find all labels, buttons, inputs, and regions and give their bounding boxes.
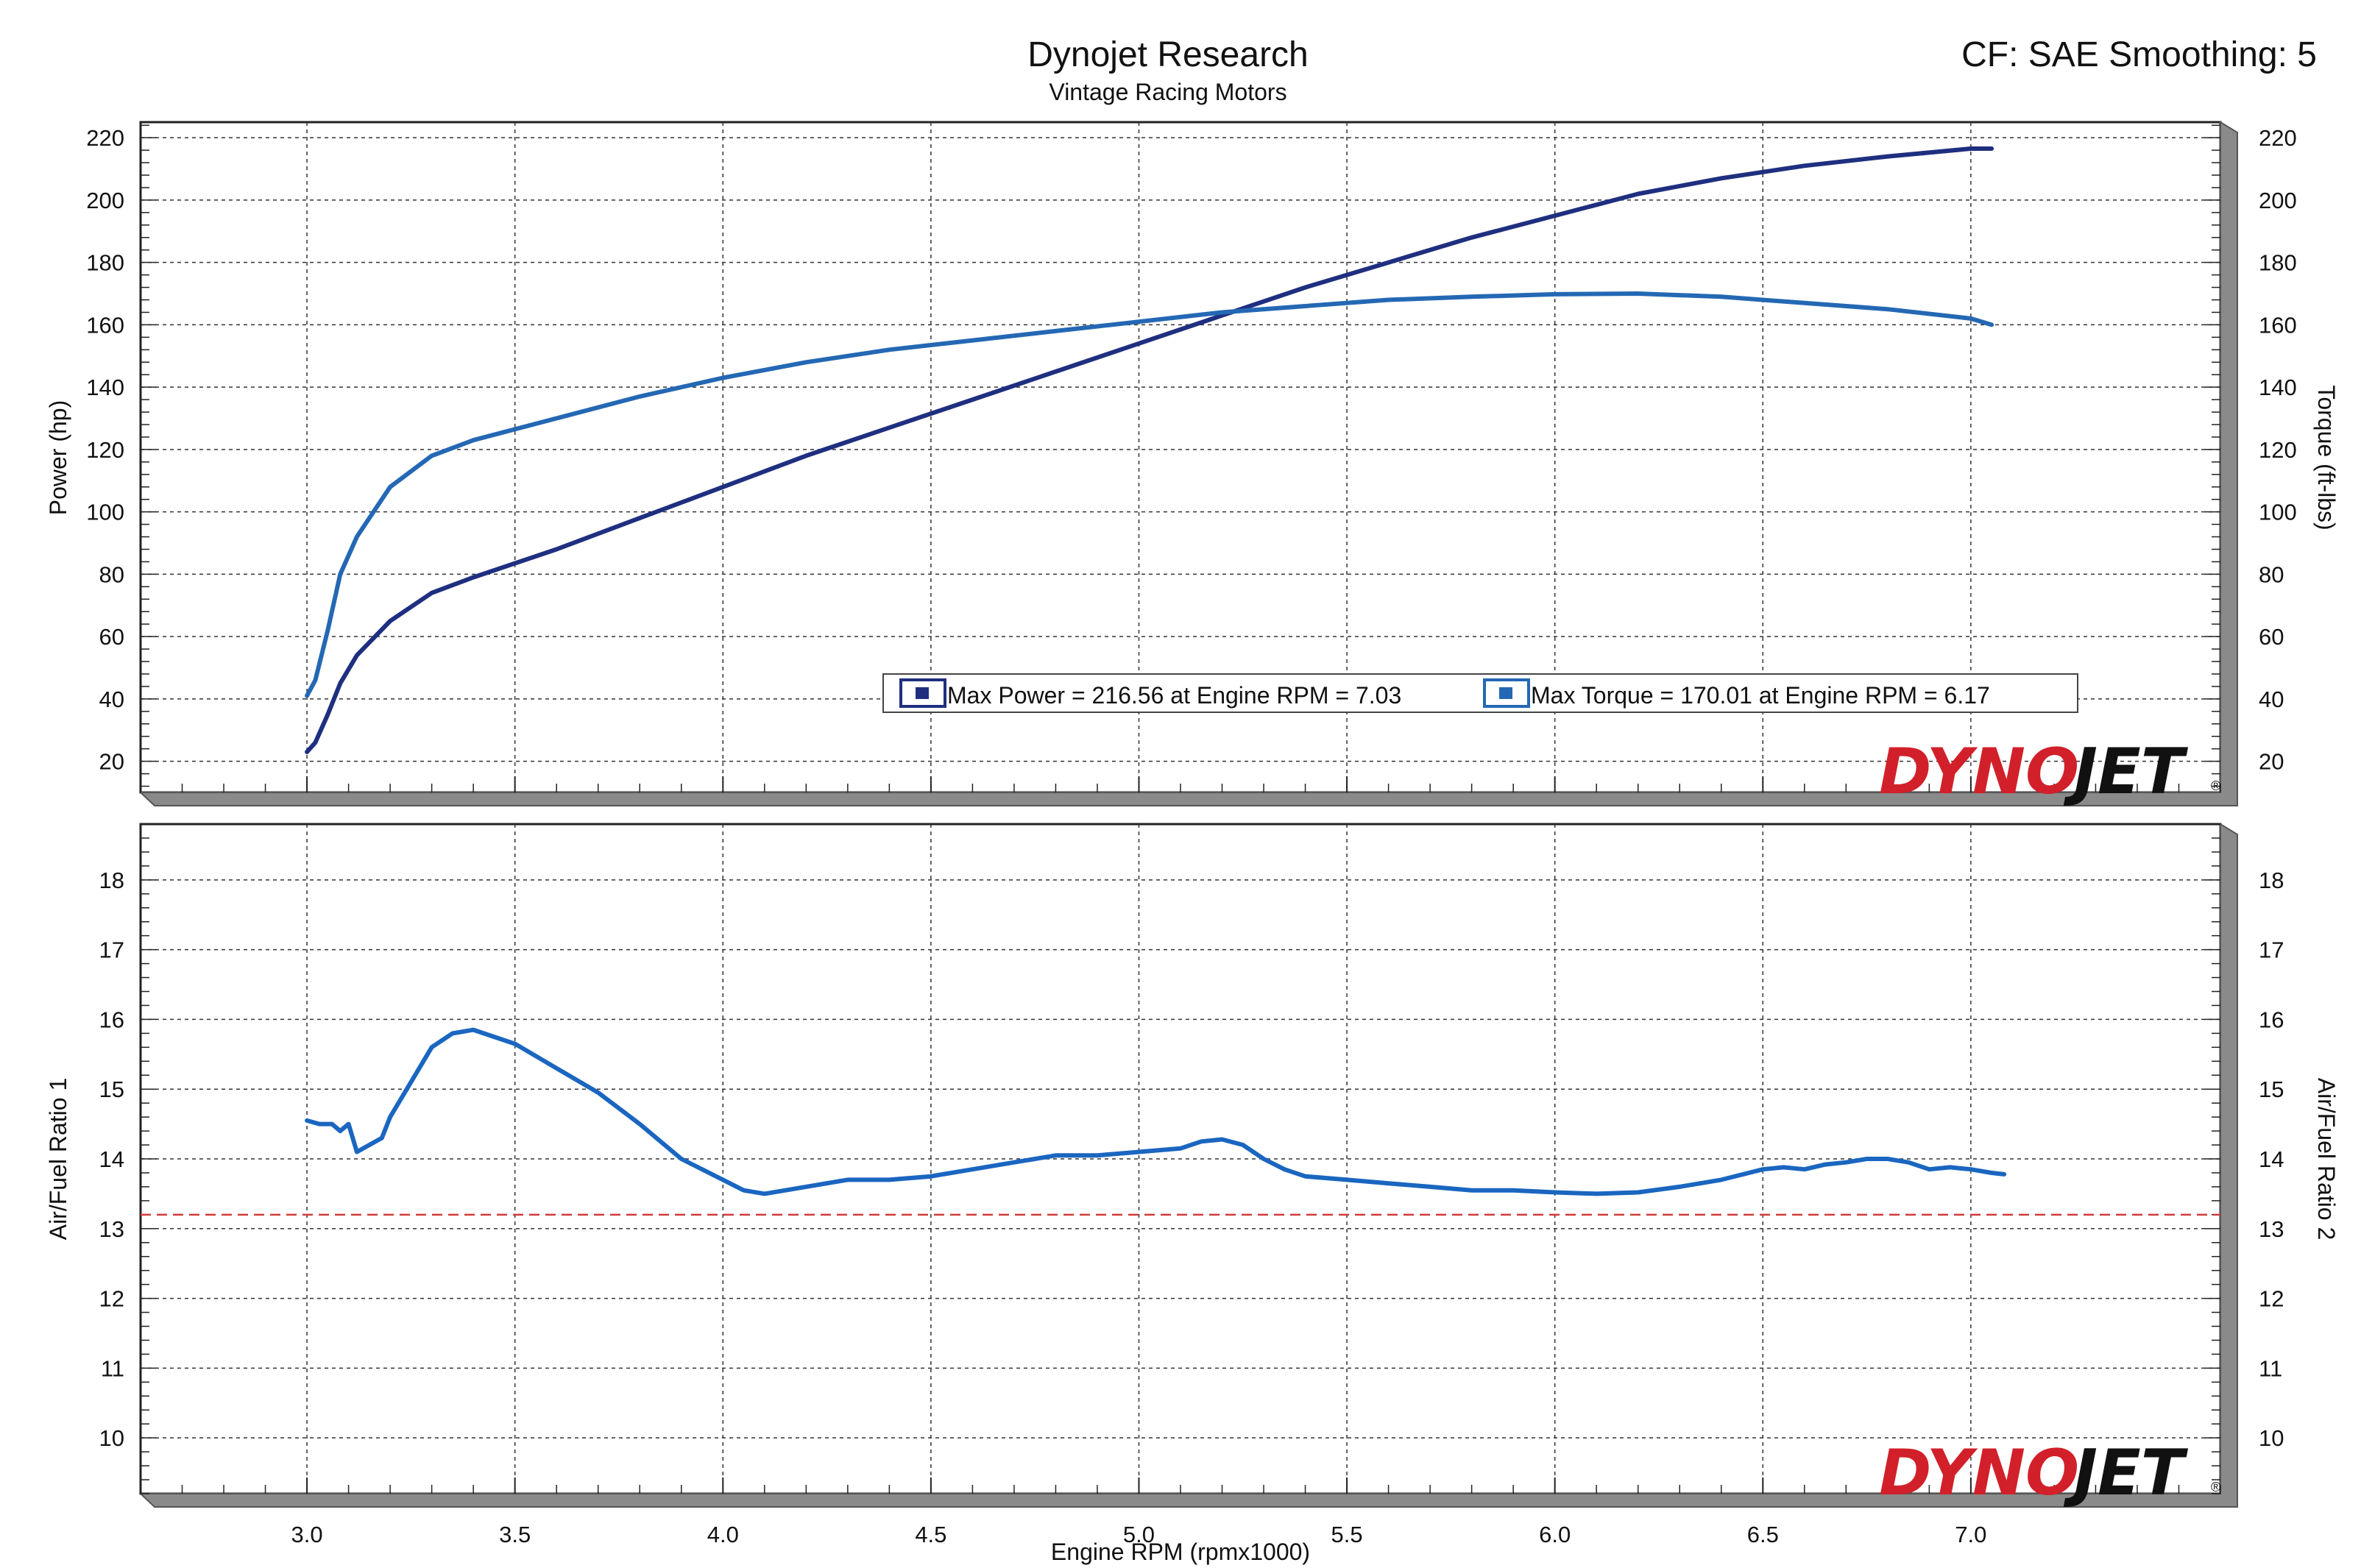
y-right-tick-label: 16 <box>2259 1007 2284 1032</box>
y-right-tick-label: 160 <box>2259 312 2297 338</box>
power-line <box>305 146 1994 754</box>
chart-title: Dynojet Research <box>1027 35 1309 74</box>
logo-dyno-text: DYNO <box>1879 1436 2079 1510</box>
logo-reg-mark: ® <box>2211 1480 2220 1494</box>
bottom-gridlines <box>141 824 2220 1494</box>
y-right-tick-label: 220 <box>2259 125 2297 151</box>
x-tick-label: 6.5 <box>1747 1522 1779 1547</box>
y-left-tick-label: 120 <box>86 437 124 463</box>
dynojet-logo-bottom: DYNO JET ® <box>1879 1436 2220 1510</box>
logo-jet-text: JET <box>2063 735 2189 809</box>
y-right-tick-label: 80 <box>2259 561 2284 587</box>
power-axis-label: Power (hp) <box>45 400 71 516</box>
legend: Max Power = 216.56 at Engine RPM = 7.03 … <box>882 673 2078 713</box>
y-right-tick-label: 11 <box>2259 1355 2282 1381</box>
afr-line <box>305 1027 2007 1196</box>
y-left-tick-label: 180 <box>86 250 124 276</box>
y-right-tick-label: 18 <box>2259 868 2284 893</box>
x-tick-label: 6.0 <box>1539 1522 1571 1547</box>
y-left-tick-label: 140 <box>86 375 124 400</box>
legend-torque-label: Max Torque = 170.01 at Engine RPM = 6.17 <box>1531 682 1990 709</box>
legend-torque-swatch <box>1499 687 1512 699</box>
logo-reg-mark: ® <box>2211 778 2220 793</box>
y-right-tick-label: 17 <box>2259 937 2284 963</box>
y-left-tick-label: 16 <box>99 1007 124 1032</box>
y-left-tick-label: 11 <box>101 1355 124 1381</box>
y-right-tick-label: 180 <box>2259 250 2297 276</box>
y-right-tick-label: 20 <box>2259 749 2284 775</box>
y-right-tick-label: 12 <box>2259 1286 2284 1312</box>
legend-power-swatch <box>916 687 929 699</box>
torque-axis-label: Torque (ft-lbs) <box>2313 385 2340 530</box>
x-tick-label: 5.0 <box>1123 1522 1155 1547</box>
y-left-tick-label: 220 <box>86 125 124 151</box>
y-left-tick-label: 40 <box>99 687 124 712</box>
y-right-tick-label: 120 <box>2259 437 2297 463</box>
afr2-axis-label: Air/Fuel Ratio 2 <box>2313 1078 2340 1241</box>
x-tick-label: 3.0 <box>291 1522 323 1547</box>
top-axis-ticks: 20 20 40 40 60 60 80 80 100 100 120 120 140 140 160 160… <box>86 124 2297 792</box>
x-tick-label: 4.5 <box>915 1522 946 1547</box>
y-right-tick-label: 40 <box>2259 687 2284 712</box>
correction-smoothing-label: CF: SAE Smoothing: 5 <box>1961 35 2317 74</box>
y-right-tick-label: 200 <box>2259 188 2297 213</box>
logo-jet-text: JET <box>2063 1436 2189 1510</box>
y-left-tick-label: 100 <box>86 500 124 525</box>
x-axis-label: Engine RPM (rpmx1000) <box>1051 1539 1310 1565</box>
dynojet-logo-top: DYNO JET ® <box>1879 735 2220 809</box>
x-tick-label: 5.5 <box>1331 1522 1363 1547</box>
top-gridlines <box>141 122 2220 792</box>
y-left-tick-label: 60 <box>99 624 124 650</box>
x-tick-label: 3.5 <box>499 1522 531 1547</box>
legend-box <box>882 673 2078 713</box>
y-right-tick-label: 13 <box>2259 1216 2284 1242</box>
y-right-tick-label: 10 <box>2259 1425 2284 1451</box>
bottom-axis-ticks: 3.0 3.5 4.0 4.5 5.0 5.5 6.0 6.5 7.0 10 10 11 11 12 12 1… <box>99 823 2284 1547</box>
y-right-tick-label: 14 <box>2259 1146 2284 1172</box>
x-tick-label: 4.0 <box>707 1522 739 1547</box>
y-left-tick-label: 160 <box>86 312 124 338</box>
y-right-tick-label: 140 <box>2259 375 2297 400</box>
torque-line <box>305 291 1994 698</box>
y-left-tick-label: 18 <box>99 868 124 893</box>
y-left-tick-label: 80 <box>99 561 124 587</box>
legend-power-label: Max Power = 216.56 at Engine RPM = 7.03 <box>947 682 1401 709</box>
bottom-series <box>141 1027 2220 1216</box>
y-left-tick-label: 14 <box>99 1146 124 1172</box>
afr1-axis-label: Air/Fuel Ratio 1 <box>45 1078 71 1241</box>
y-left-tick-label: 20 <box>99 749 124 775</box>
y-right-tick-label: 100 <box>2259 500 2297 525</box>
afr-panel: 3.0 3.5 4.0 4.5 5.0 5.5 6.0 6.5 7.0 10 10 11 11 12 12 1… <box>99 823 2284 1547</box>
x-tick-label: 7.0 <box>1955 1522 1986 1547</box>
chart-subtitle: Vintage Racing Motors <box>1049 79 1286 105</box>
y-right-tick-label: 60 <box>2259 624 2284 650</box>
y-left-tick-label: 15 <box>99 1076 124 1102</box>
y-left-tick-label: 12 <box>99 1286 124 1312</box>
y-left-tick-label: 200 <box>86 188 124 213</box>
y-left-tick-label: 17 <box>99 937 124 963</box>
logo-dyno-text: DYNO <box>1879 735 2079 809</box>
y-left-tick-label: 13 <box>99 1216 124 1242</box>
y-right-tick-label: 15 <box>2259 1076 2284 1102</box>
y-left-tick-label: 10 <box>99 1425 124 1451</box>
top-series <box>305 146 1994 754</box>
